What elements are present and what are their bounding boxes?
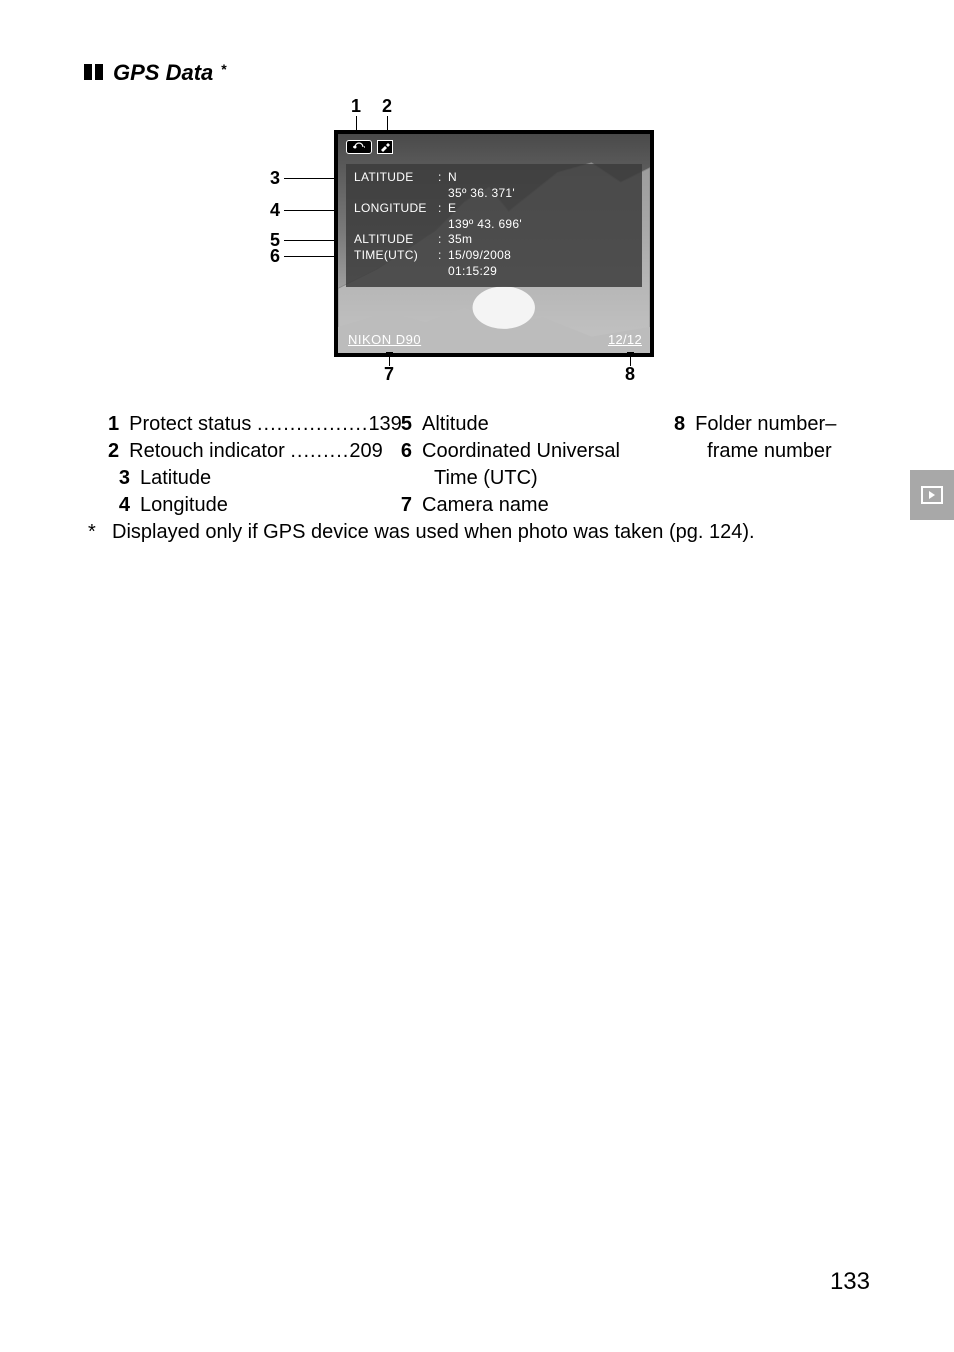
legend-row: Time (UTC) xyxy=(390,465,641,492)
latitude-hemisphere: N xyxy=(448,170,457,186)
callout-1-number: 1 xyxy=(351,96,361,117)
legend-number: 8 xyxy=(663,411,685,438)
legend-text: Longitude xyxy=(140,492,228,519)
longitude-value-row: 139º 43. 696' xyxy=(354,217,634,233)
legend-number: 2 xyxy=(108,438,119,465)
legend-row: 4 Longitude xyxy=(108,492,368,519)
legend-column-1: 1Protect status .................1392Ret… xyxy=(108,411,368,519)
callout-4-line xyxy=(284,210,337,211)
heading-asterisk: * xyxy=(221,61,226,77)
time-label: TIME(UTC) xyxy=(354,248,438,264)
legend-text: Coordinated Universal xyxy=(422,438,620,465)
legend-column-3: 8 Folder number–frame number xyxy=(663,411,870,519)
retouch-indicator-icon xyxy=(377,140,393,154)
legend-row: 5 Altitude xyxy=(390,411,641,438)
latitude-value: 35º 36. 371' xyxy=(448,186,515,202)
legend-number: 6 xyxy=(390,438,412,465)
longitude-value: 139º 43. 696' xyxy=(448,217,522,233)
section-heading: GPS Data * xyxy=(84,60,870,86)
time-value-row: 01:15:29 xyxy=(354,264,634,280)
legend-text: Latitude xyxy=(140,465,211,492)
callout-6-line xyxy=(284,256,337,257)
legend-text: Folder number– xyxy=(695,411,836,438)
legend-text: Retouch indicator .........209 xyxy=(129,438,383,465)
callout-3-line xyxy=(284,178,337,179)
gps-data-box: LATITUDE : N 35º 36. 371' LONGITUDE : E … xyxy=(346,164,642,287)
legend-text: Time (UTC) xyxy=(422,465,538,492)
legend-number: 3 xyxy=(108,465,130,492)
callout-2-line xyxy=(387,116,388,130)
footnote-asterisk: * xyxy=(88,521,102,544)
footnote: * Displayed only if GPS device was used … xyxy=(88,521,870,544)
longitude-row: LONGITUDE : E xyxy=(354,201,634,217)
callout-4: 4 xyxy=(264,200,344,221)
legend: 1Protect status .................1392Ret… xyxy=(108,411,870,519)
camera-screen: LATITUDE : N 35º 36. 371' LONGITUDE : E … xyxy=(334,130,654,357)
legend-text: Altitude xyxy=(422,411,489,438)
legend-row: 2Retouch indicator .........209 xyxy=(108,438,368,465)
legend-text: Camera name xyxy=(422,492,549,519)
side-tab-playback-icon xyxy=(910,470,954,520)
latitude-label: LATITUDE xyxy=(354,170,438,186)
legend-row: frame number xyxy=(663,438,870,465)
legend-text: frame number xyxy=(695,438,832,465)
legend-text: Protect status .................139 xyxy=(129,411,402,438)
camera-name: NIKON D90 xyxy=(348,332,421,347)
legend-column-2: 5 Altitude 6 Coordinated UniversalTime (UTC… xyxy=(390,411,641,519)
altitude-label: ALTITUDE xyxy=(354,232,438,248)
top-callouts: 1 2 xyxy=(334,100,704,130)
legend-row: 3 Latitude xyxy=(108,465,368,492)
callout-7-tick xyxy=(386,352,393,353)
protect-status-icon xyxy=(346,140,372,154)
gps-diagram: 1 2 3 4 5 6 xyxy=(334,130,704,357)
legend-row: 8 Folder number– xyxy=(663,411,870,438)
altitude-row: ALTITUDE : 35m xyxy=(354,232,634,248)
callout-6: 6 xyxy=(264,246,344,267)
time-row: TIME(UTC) : 15/09/2008 xyxy=(354,248,634,264)
page-number: 133 xyxy=(830,1268,870,1296)
callout-2-number: 2 xyxy=(382,96,392,117)
callout-3: 3 xyxy=(264,168,344,189)
legend-row: 7 Camera name xyxy=(390,492,641,519)
callout-7-number: 7 xyxy=(384,364,394,385)
callout-8-number: 8 xyxy=(625,364,635,385)
legend-number: 7 xyxy=(390,492,412,519)
latitude-value-row: 35º 36. 371' xyxy=(354,186,634,202)
callout-5-line xyxy=(284,240,337,241)
latitude-row: LATITUDE : N xyxy=(354,170,634,186)
longitude-label: LONGITUDE xyxy=(354,201,438,217)
heading-title: GPS Data xyxy=(113,60,213,86)
time-date: 15/09/2008 xyxy=(448,248,511,264)
callout-8-tick xyxy=(627,352,634,353)
time-value: 01:15:29 xyxy=(448,264,497,280)
callout-3-number: 3 xyxy=(264,168,280,189)
longitude-hemisphere: E xyxy=(448,201,456,217)
legend-number: 1 xyxy=(108,411,119,438)
altitude-value: 35m xyxy=(448,232,472,248)
callout-6-number: 6 xyxy=(264,246,280,267)
folder-frame-number: 12/12 xyxy=(608,332,642,347)
heading-bullet-icon xyxy=(84,64,103,80)
callout-4-number: 4 xyxy=(264,200,280,221)
screen-topbar xyxy=(346,140,393,154)
footnote-text: Displayed only if GPS device was used wh… xyxy=(112,521,755,544)
callout-1-line xyxy=(356,116,357,130)
legend-row: 6 Coordinated Universal xyxy=(390,438,641,465)
legend-row: 1Protect status .................139 xyxy=(108,411,368,438)
legend-number: 4 xyxy=(108,492,130,519)
legend-number: 5 xyxy=(390,411,412,438)
